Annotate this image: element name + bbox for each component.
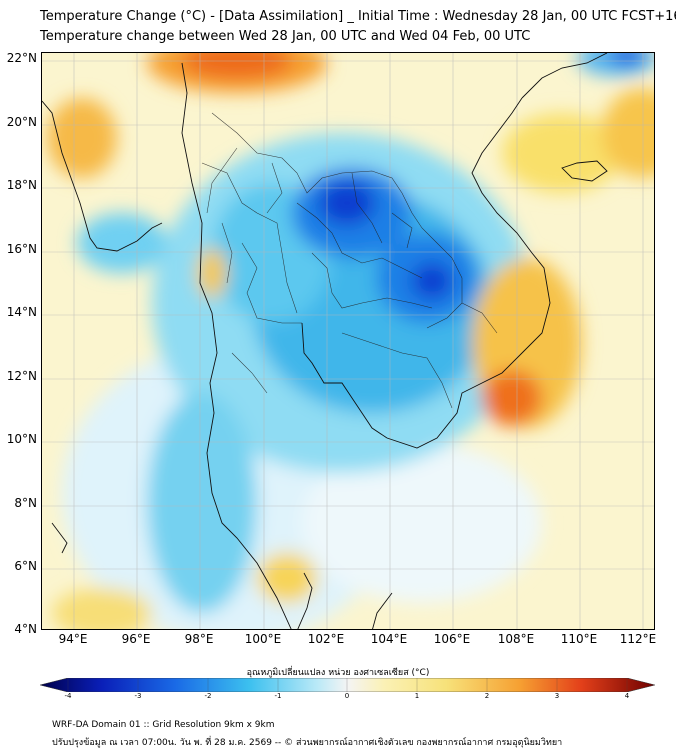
colorbar-tick-label: 3 <box>555 692 559 700</box>
footer-model-info: WRF-DA Domain 01 :: Grid Resolution 9km … <box>52 720 274 730</box>
y-tick-label: 16°N <box>7 242 37 256</box>
map-canvas <box>42 53 655 630</box>
x-tick-label: 100°E <box>245 632 282 646</box>
colorbar-gradient <box>40 678 655 692</box>
x-tick-label: 106°E <box>434 632 471 646</box>
colorbar-tick-label: -3 <box>135 692 142 700</box>
colorbar-tick-label: 1 <box>415 692 419 700</box>
colorbar-label: อุณหภูมิเปลี่ยนแปลง หน่วย องศาเซลเซียส (… <box>0 665 676 679</box>
colorbar-tick-label: -1 <box>275 692 282 700</box>
x-tick-label: 94°E <box>59 632 88 646</box>
x-tick-label: 110°E <box>561 632 598 646</box>
x-tick-label: 98°E <box>185 632 214 646</box>
map-title-line-2: Temperature change between Wed 28 Jan, 0… <box>40 29 530 44</box>
x-tick-label: 102°E <box>308 632 345 646</box>
colorbar-tick-label: -2 <box>205 692 212 700</box>
y-tick-label: 10°N <box>7 432 37 446</box>
y-tick-label: 14°N <box>7 305 37 319</box>
x-tick-label: 96°E <box>122 632 151 646</box>
y-tick-label: 6°N <box>14 559 37 573</box>
colorbar-tick-label: 0 <box>345 692 349 700</box>
colorbar-tick-label: -4 <box>65 692 72 700</box>
y-tick-label: 22°N <box>7 51 37 65</box>
colorbar <box>40 678 655 692</box>
colorbar-tick-label: 4 <box>625 692 629 700</box>
y-tick-label: 20°N <box>7 115 37 129</box>
temperature-change-map <box>41 52 655 630</box>
y-tick-label: 12°N <box>7 369 37 383</box>
y-tick-label: 4°N <box>14 622 37 636</box>
y-tick-label: 18°N <box>7 178 37 192</box>
x-tick-label: 108°E <box>498 632 535 646</box>
x-tick-label: 112°E <box>620 632 657 646</box>
y-tick-label: 8°N <box>14 496 37 510</box>
colorbar-tick-label: 2 <box>485 692 489 700</box>
footer-update-info: ปรับปรุงข้อมูล ณ เวลา 07:00น. วัน พ. ที่… <box>52 735 562 749</box>
x-tick-label: 104°E <box>371 632 408 646</box>
map-title-line-1: Temperature Change (°C) - [Data Assimila… <box>40 9 676 24</box>
